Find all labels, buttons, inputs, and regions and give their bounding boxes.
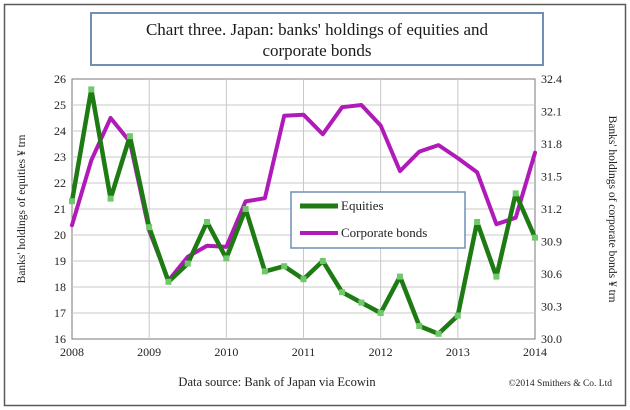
chart-title-line-1: Chart three. Japan: banks' holdings of e…: [146, 20, 489, 39]
legend-label-corporate-bonds: Corporate bonds: [341, 225, 427, 240]
point-equities: [69, 198, 75, 205]
x-tick-label: 2010: [214, 345, 238, 359]
y2-tick-label: 31.5: [541, 170, 562, 184]
point-equities: [126, 133, 133, 140]
title-box: [90, 12, 544, 66]
y-tick-label: 16: [54, 332, 66, 346]
y2-tick-label: 30.6: [541, 267, 562, 281]
y-tick-label: 17: [54, 306, 66, 320]
point-equities: [454, 312, 461, 319]
point-equities: [339, 289, 346, 296]
point-equities: [435, 330, 442, 337]
point-equities: [281, 263, 288, 270]
point-equities: [474, 219, 481, 225]
x-axis: 2008 2009 2010 2011 2012 2013 2014: [60, 345, 547, 359]
point-equities: [146, 224, 153, 231]
point-equities: [88, 86, 95, 93]
point-equities: [377, 310, 384, 316]
point-equities: [107, 195, 114, 202]
point-equities: [358, 299, 365, 306]
y-tick-label: 18: [54, 280, 66, 294]
y2-tick-label: 30.3: [541, 300, 562, 314]
series-layer: [69, 86, 538, 337]
point-equities: [165, 278, 172, 285]
point-equities: [223, 255, 230, 262]
y2-tick-label: 32.4: [541, 72, 562, 86]
legend-box: [290, 191, 466, 249]
chart-title-line-2: corporate bonds: [262, 41, 371, 60]
point-equities: [512, 190, 519, 197]
y-tick-label: 21: [54, 202, 66, 216]
point-equities: [300, 276, 307, 283]
x-tick-label: 2012: [369, 345, 393, 359]
x-tick-label: 2011: [292, 345, 316, 359]
point-equities: [532, 234, 538, 241]
y-axis-right: 30.0 30.3 30.6 30.9 31.2 31.5 31.8 32.1 32.4: [541, 72, 562, 346]
y-tick-label: 19: [54, 254, 66, 268]
y-tick-label: 23: [54, 150, 66, 164]
x-tick-label: 2008: [60, 345, 84, 359]
point-equities: [204, 219, 211, 225]
point-equities: [493, 273, 500, 280]
copyright-note: ©2014 Smithers & Co. Ltd: [508, 378, 612, 389]
x-tick-label: 2009: [137, 345, 161, 359]
y-tick-label: 25: [54, 98, 66, 112]
y-tick-label: 20: [54, 228, 66, 242]
y-tick-label: 26: [54, 72, 66, 86]
x-tick-label: 2013: [446, 345, 470, 359]
y-axis-left: 16 17 18 19 20 21 22 23 24 25 26: [54, 72, 66, 346]
x-tick-label: 2014: [523, 345, 547, 359]
legend-label-equities: Equities: [341, 198, 384, 213]
y-tick-label: 24: [54, 124, 66, 138]
y-tick-label: 22: [54, 176, 66, 190]
y2-tick-label: 31.8: [541, 137, 562, 151]
y2-tick-label: 31.2: [541, 202, 562, 216]
y2-tick-label: 30.9: [541, 235, 562, 249]
source-note: Data source: Bank of Japan via Ecowin: [178, 375, 376, 389]
y2-tick-label: 32.1: [541, 105, 562, 119]
point-equities: [242, 206, 249, 212]
y-axis-right-label: Banks' holdings of corporate bonds ¥ trn: [606, 116, 618, 303]
legend: Equities Corporate bonds: [290, 191, 466, 249]
point-equities: [261, 268, 268, 275]
point-equities: [396, 273, 403, 280]
point-equities: [184, 260, 191, 267]
y2-tick-label: 30.0: [541, 332, 562, 346]
point-equities: [319, 258, 326, 264]
point-equities: [416, 323, 423, 329]
y-axis-left-label: Banks' holdings of equities ¥ trn: [16, 134, 28, 283]
